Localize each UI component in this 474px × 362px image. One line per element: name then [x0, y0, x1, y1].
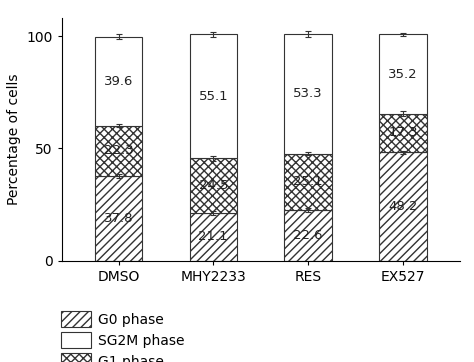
Legend: G0 phase, SG2M phase, G1 phase: G0 phase, SG2M phase, G1 phase: [61, 311, 184, 362]
Bar: [284, 153, 332, 210]
Bar: [190, 158, 237, 213]
Text: 22.3: 22.3: [104, 144, 133, 157]
Text: 21.1: 21.1: [199, 231, 228, 244]
Bar: [95, 176, 142, 261]
Bar: [284, 34, 332, 153]
Text: 35.2: 35.2: [388, 68, 418, 80]
Bar: [379, 152, 427, 261]
Text: 17.3: 17.3: [388, 126, 418, 139]
Text: 55.1: 55.1: [199, 90, 228, 103]
Y-axis label: Percentage of cells: Percentage of cells: [7, 73, 21, 205]
Bar: [190, 213, 237, 261]
Text: 48.2: 48.2: [388, 200, 418, 213]
Text: 53.3: 53.3: [293, 87, 323, 100]
Bar: [190, 34, 237, 158]
Bar: [379, 114, 427, 152]
Bar: [379, 34, 427, 114]
Text: 39.6: 39.6: [104, 75, 133, 88]
Bar: [95, 37, 142, 126]
Text: 24.5: 24.5: [199, 179, 228, 192]
Text: 22.6: 22.6: [293, 229, 323, 242]
Text: 37.8: 37.8: [104, 212, 133, 225]
Bar: [95, 126, 142, 176]
Text: 25.1: 25.1: [293, 175, 323, 188]
Bar: [284, 210, 332, 261]
